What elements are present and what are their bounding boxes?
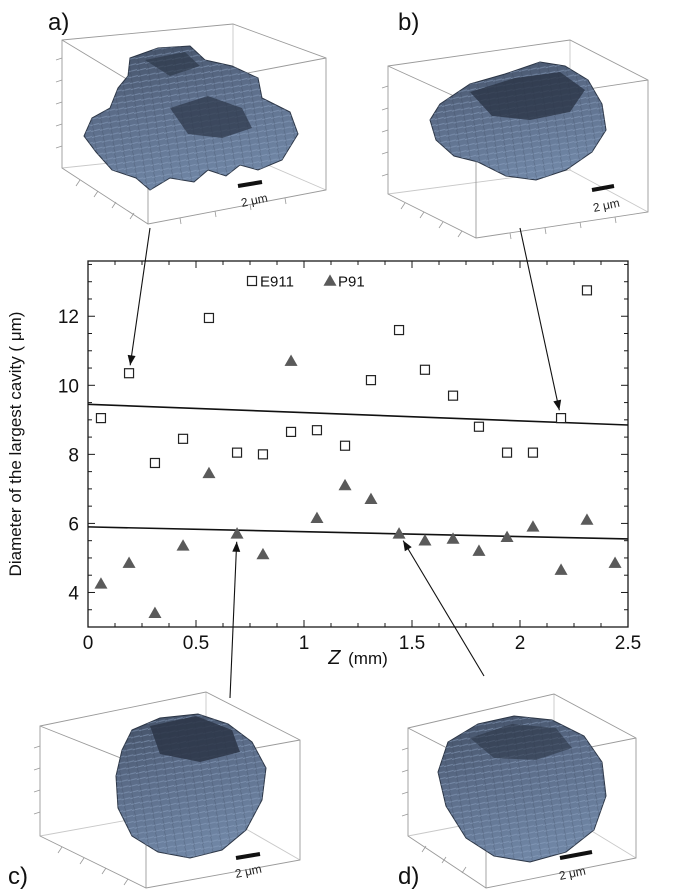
scale-label-d: 2 μm (558, 864, 587, 883)
y-tick-label: 12 (58, 307, 79, 328)
scale-label-b: 2 μm (592, 196, 621, 215)
pointer-line (519, 227, 560, 411)
e911-point (149, 457, 161, 469)
scatter-chart: 0 0.5 1 1.5 2 2.5 4 6 8 10 12 E911 P91 Diameter of … (6, 260, 641, 669)
scale-bar-b: 2 μm (591, 184, 621, 215)
e911-point (419, 364, 431, 375)
y-tick-label: 4 (68, 583, 79, 604)
inset-label-c: c) (8, 863, 28, 890)
pointer-arrowhead (553, 399, 562, 411)
e911-point (203, 312, 215, 324)
cavity-d (437, 715, 607, 863)
y-tick-label: 8 (68, 445, 79, 466)
tick-labels: 0 0.5 1 1.5 2 2.5 4 6 8 10 12 (58, 307, 641, 654)
e911-point (257, 449, 269, 460)
legend-marker-e911 (246, 275, 258, 287)
x-tick-label: 1.5 (399, 633, 425, 654)
p91-point (338, 478, 352, 491)
pointer-line (229, 541, 238, 699)
legend-marker-p91 (323, 274, 337, 286)
p91-point (364, 492, 378, 505)
inset-label-b: b) (398, 9, 419, 36)
inset-c: c) 2 μm (8, 691, 301, 890)
legend-label-p91: P91 (338, 274, 365, 291)
pointer-arrowhead (127, 354, 136, 366)
x-axis-unit: (mm) (348, 649, 388, 668)
inset-b: b) 2 μm (381, 9, 649, 240)
x-axis-title: Z (mm) (327, 647, 388, 669)
e911-point (311, 425, 323, 436)
pointer-arrowhead (403, 540, 412, 552)
scale-bar-c: 2 μm (234, 852, 263, 881)
e911-point (123, 368, 135, 379)
e911-point (555, 413, 567, 424)
e911-point (447, 390, 459, 401)
x-tick-label: 2 (515, 633, 526, 654)
data-markers (94, 285, 622, 618)
x-tick-label: 0.5 (183, 633, 209, 654)
e911-point (527, 447, 539, 458)
scale-bar-a: 2 μm (237, 180, 269, 210)
pointer-line (129, 227, 151, 366)
e911-point (285, 426, 297, 438)
inset-label-a: a) (48, 9, 69, 36)
x-axis-symbol: Z (327, 647, 341, 669)
e911-point (393, 324, 405, 336)
p91-point (580, 513, 594, 525)
legend-label-e911: E911 (260, 274, 294, 291)
p91-point (202, 466, 216, 479)
plot-frame (87, 260, 629, 628)
e911-point (231, 447, 243, 458)
x-tick-label: 2.5 (615, 633, 641, 654)
inset-a: a) 2 μm (48, 9, 327, 225)
inset-d: d) 2 μm (398, 693, 637, 890)
trend-line (87, 403, 629, 426)
p91-point (94, 577, 108, 589)
inset-label-d: d) (398, 863, 419, 890)
e911-point (365, 375, 377, 386)
axis-ticks (87, 261, 629, 628)
y-tick-label: 6 (68, 514, 79, 535)
y-axis-title: Diameter of the largest cavity ( μm) (6, 312, 25, 577)
p91-point (608, 556, 622, 568)
e911-point (581, 285, 593, 296)
trend-lines (87, 403, 629, 540)
pointer-line (402, 540, 485, 677)
e911-point (95, 413, 107, 424)
e911-point (339, 440, 351, 451)
e911-point (501, 447, 513, 458)
cavity-c (115, 713, 267, 859)
e911-point (177, 433, 189, 444)
p91-point (284, 354, 298, 366)
p91-point (148, 606, 162, 618)
p91-point (176, 539, 190, 551)
p91-point (418, 534, 432, 546)
p91-point (392, 527, 406, 539)
p91-point (446, 532, 460, 544)
p91-point (554, 563, 568, 575)
p91-point (310, 511, 324, 524)
p91-point (256, 547, 270, 560)
x-tick-label: 1 (299, 633, 310, 654)
x-tick-label: 0 (83, 633, 94, 654)
cavity-b (429, 61, 607, 181)
p91-point (472, 544, 486, 556)
cavity-a (83, 45, 299, 191)
y-tick-label: 10 (58, 376, 79, 397)
p91-point (500, 530, 514, 543)
legend: E911 P91 (246, 274, 365, 291)
e911-point (473, 421, 485, 432)
scale-label-a: 2 μm (240, 191, 269, 210)
p91-point (230, 527, 244, 539)
inset-pointers (127, 227, 562, 699)
scale-bar-d: 2 μm (558, 850, 593, 883)
scale-label-c: 2 μm (234, 862, 263, 881)
p91-point (122, 556, 136, 568)
p91-point (526, 520, 540, 532)
pointer-arrowhead (232, 541, 241, 552)
trend-line (87, 526, 629, 540)
